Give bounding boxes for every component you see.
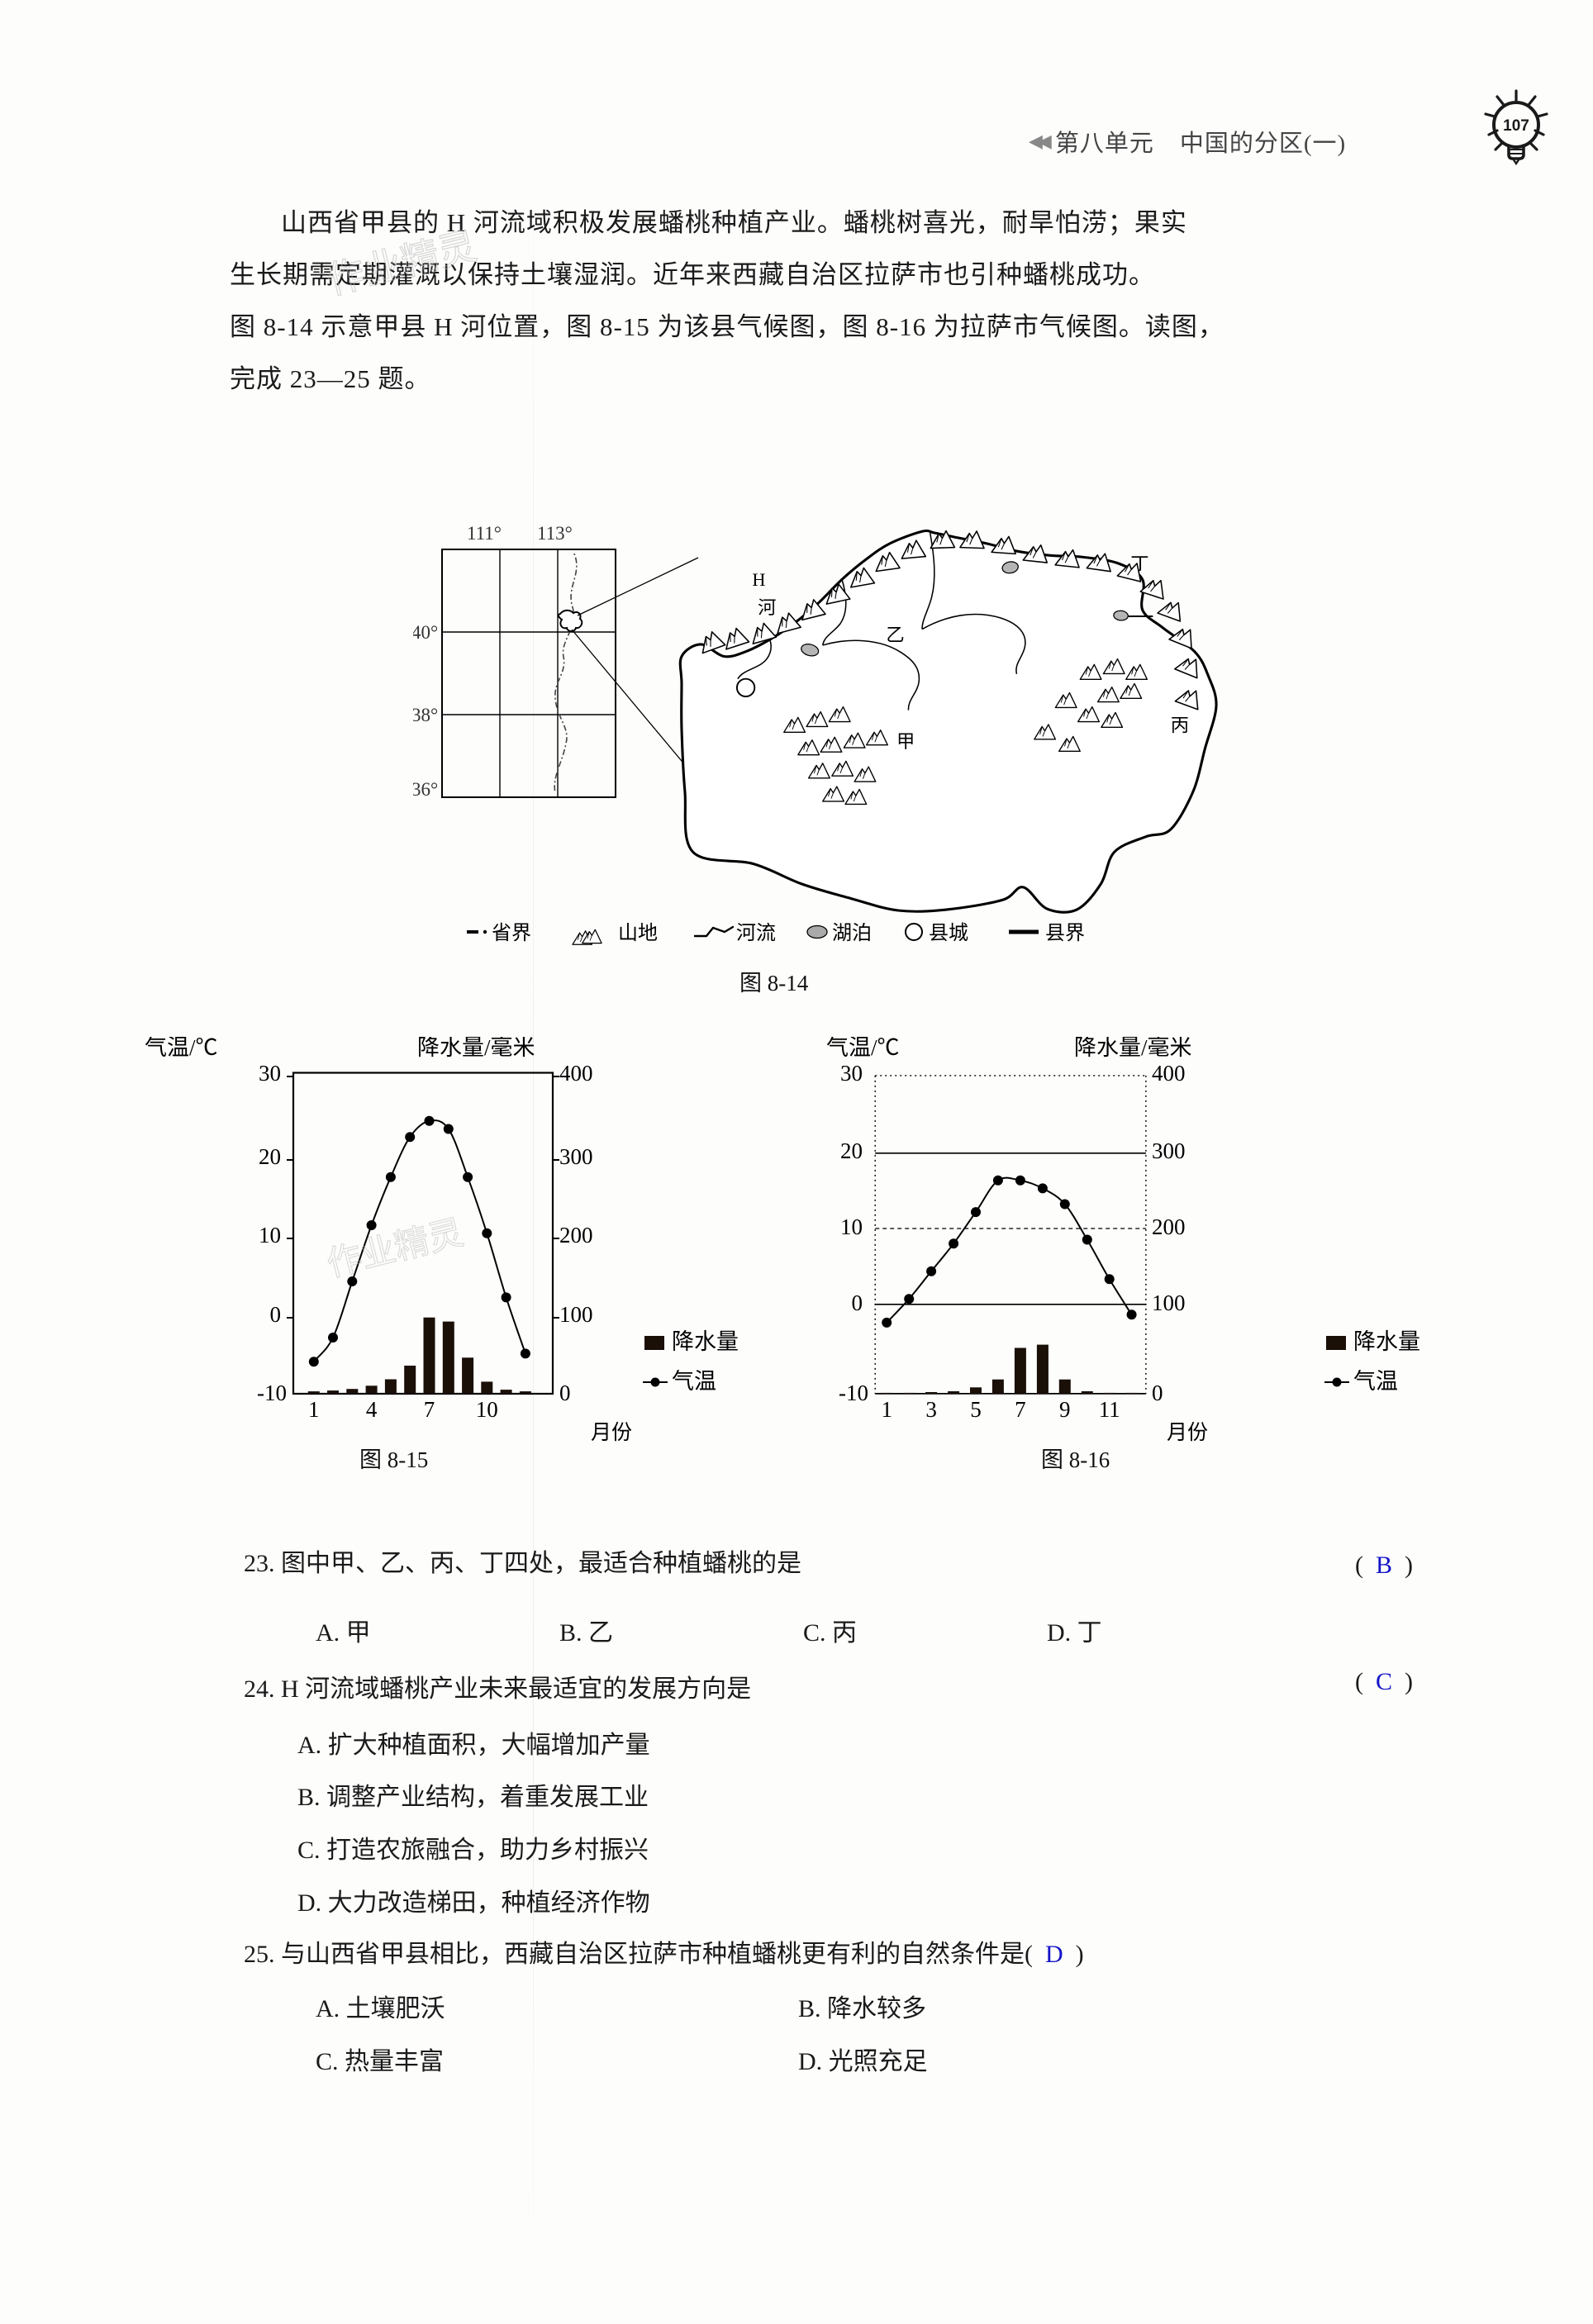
- svg-text:气温/℃: 气温/℃: [826, 1037, 900, 1060]
- svg-text:河流: 河流: [736, 922, 776, 944]
- svg-text:3: 3: [925, 1397, 937, 1422]
- svg-text:10: 10: [476, 1397, 498, 1422]
- svg-text:200: 200: [559, 1223, 593, 1248]
- svg-text:县城: 县城: [929, 922, 968, 944]
- svg-text:省界: 省界: [492, 922, 531, 944]
- svg-text:20: 20: [259, 1144, 281, 1169]
- svg-text:30: 30: [840, 1061, 863, 1086]
- svg-text:降水量: 降水量: [1353, 1329, 1420, 1354]
- svg-text:气温: 气温: [1353, 1369, 1398, 1394]
- svg-text:113°: 113°: [537, 523, 573, 544]
- svg-text:降水量/毫米: 降水量/毫米: [1074, 1037, 1192, 1060]
- svg-text:0: 0: [559, 1381, 571, 1405]
- svg-text:7: 7: [424, 1397, 435, 1422]
- svg-text:200: 200: [1152, 1214, 1186, 1239]
- svg-text:0: 0: [1152, 1381, 1163, 1405]
- svg-text:38°: 38°: [413, 705, 438, 725]
- svg-text:丙: 丙: [1171, 715, 1189, 736]
- svg-text:10: 10: [259, 1223, 281, 1248]
- svg-text:湖泊: 湖泊: [832, 922, 872, 944]
- svg-text:1: 1: [308, 1397, 320, 1422]
- svg-text:300: 300: [559, 1144, 593, 1169]
- svg-text:气温: 气温: [672, 1369, 716, 1394]
- svg-text:降水量: 降水量: [672, 1329, 739, 1354]
- svg-text:-10: -10: [839, 1381, 868, 1405]
- svg-text:山地: 山地: [618, 922, 658, 944]
- svg-text:H: H: [752, 569, 765, 590]
- svg-text:乙: 乙: [886, 625, 904, 645]
- svg-text:-10: -10: [257, 1381, 287, 1405]
- svg-text:5: 5: [970, 1397, 982, 1422]
- svg-text:县界: 县界: [1045, 923, 1085, 944]
- svg-text:36°: 36°: [413, 779, 438, 800]
- svg-text:7: 7: [1015, 1397, 1026, 1422]
- svg-text:111°: 111°: [467, 523, 502, 544]
- svg-text:107: 107: [1503, 117, 1529, 135]
- svg-text:400: 400: [559, 1061, 593, 1086]
- svg-text:气温/℃: 气温/℃: [145, 1037, 218, 1060]
- svg-text:11: 11: [1099, 1397, 1120, 1422]
- svg-text:10: 10: [840, 1214, 863, 1239]
- svg-text:月份: 月份: [591, 1421, 632, 1444]
- svg-text:100: 100: [1152, 1290, 1186, 1315]
- svg-text:0: 0: [270, 1302, 282, 1327]
- svg-text:作业精灵: 作业精灵: [323, 1212, 467, 1283]
- svg-text:河: 河: [758, 597, 776, 618]
- svg-text:9: 9: [1059, 1397, 1071, 1422]
- svg-text:40°: 40°: [413, 622, 438, 643]
- svg-text:月份: 月份: [1167, 1421, 1208, 1444]
- svg-text:0: 0: [852, 1290, 863, 1315]
- svg-text:100: 100: [559, 1302, 593, 1327]
- svg-text:4: 4: [366, 1397, 378, 1422]
- svg-text:400: 400: [1152, 1061, 1186, 1086]
- svg-text:300: 300: [1152, 1138, 1186, 1163]
- svg-text:降水量/毫米: 降水量/毫米: [417, 1037, 535, 1060]
- svg-text:20: 20: [840, 1138, 863, 1163]
- svg-text:1: 1: [881, 1397, 892, 1422]
- svg-text:甲: 甲: [896, 731, 915, 752]
- svg-text:30: 30: [259, 1061, 281, 1086]
